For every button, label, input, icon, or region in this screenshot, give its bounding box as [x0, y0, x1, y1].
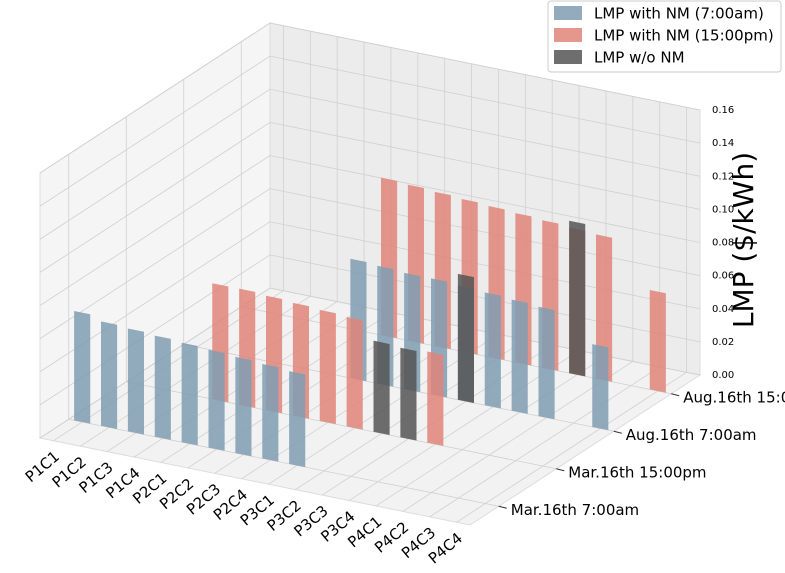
- bar: [208, 349, 225, 451]
- legend-label: LMP with NM (7:00am): [594, 5, 764, 23]
- bar: [346, 317, 363, 430]
- tick-mark: [613, 430, 622, 434]
- bar: [373, 340, 390, 436]
- bar: [427, 351, 444, 446]
- y-tick-label: Mar.16th 7:00am: [511, 501, 639, 519]
- tick-mark: [556, 468, 565, 472]
- y-tick-label: Aug.16th 7:00am: [626, 426, 757, 444]
- bar: [569, 220, 586, 377]
- z-axis-label: LMP ($/kWh): [727, 152, 760, 328]
- bar: [262, 363, 279, 462]
- z-tick-label: 0.10: [712, 204, 734, 215]
- legend-label: LMP w/o NM: [594, 49, 685, 67]
- y-tick-label: Mar.16th 15:00pm: [568, 463, 706, 481]
- z-tick-label: 0.00: [712, 370, 734, 381]
- bar: [511, 299, 528, 414]
- z-tick-label: 0.14: [712, 138, 734, 149]
- z-tick-label: 0.16: [712, 105, 734, 116]
- grid-line: [39, 22, 701, 174]
- legend-swatch: [554, 6, 582, 20]
- grid-line: [39, 88, 701, 240]
- tick-mark: [671, 393, 680, 397]
- legend: LMP with NM (7:00am) LMP with NM (15:00pm…: [547, 0, 782, 73]
- grid-line: [39, 121, 701, 273]
- bar: [74, 311, 91, 424]
- bar: [319, 309, 336, 425]
- z-tick-label: 0.06: [712, 271, 734, 282]
- bar: [592, 344, 609, 431]
- bar: [289, 371, 306, 468]
- z-tick-label: 0.02: [712, 337, 734, 348]
- bar: [649, 290, 666, 393]
- bar: [457, 273, 474, 403]
- z-tick-label: 0.08: [712, 238, 734, 249]
- bar: [127, 328, 144, 435]
- bar: [596, 234, 613, 382]
- legend-swatch: [554, 28, 582, 42]
- bar: [400, 347, 417, 441]
- bar: [484, 292, 501, 409]
- grid-line: [39, 155, 701, 306]
- legend-swatch: [554, 50, 582, 64]
- z-tick-label: 0.12: [712, 171, 734, 182]
- legend-label: LMP with NM (15:00pm): [594, 27, 774, 45]
- z-tick-label: 0.04: [712, 304, 734, 315]
- grid-line: [39, 55, 701, 207]
- bar: [154, 335, 171, 440]
- y-tick-label: Aug.16th 15:00pm: [683, 388, 785, 406]
- tick-mark: [498, 505, 507, 509]
- legend-box: [547, 0, 782, 73]
- bar: [181, 342, 198, 446]
- bar: [101, 321, 118, 430]
- bar: [538, 306, 555, 420]
- bar: [235, 356, 252, 457]
